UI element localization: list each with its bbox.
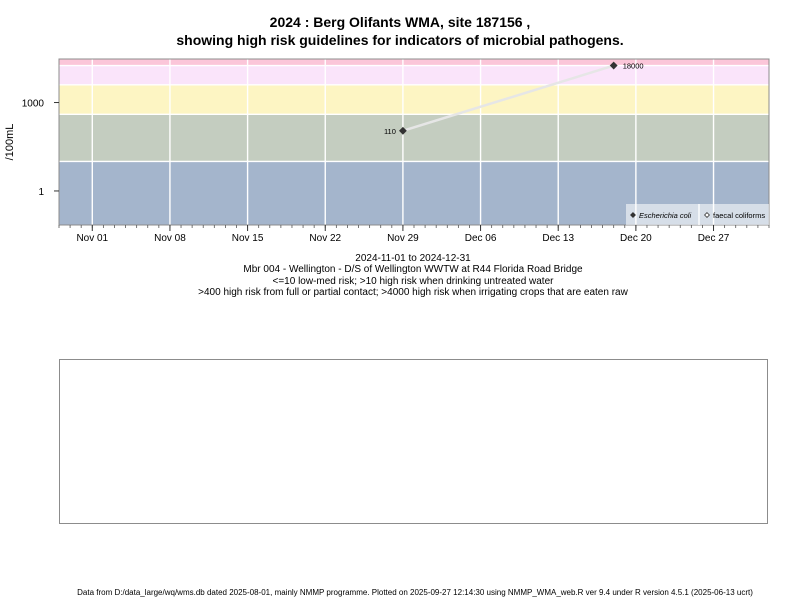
x-tick-label: Nov 29 xyxy=(387,233,419,244)
empty-plot-panel xyxy=(59,359,768,524)
legend: Escherichia coli faecal coliforms xyxy=(626,204,769,225)
x-tick-label: Dec 13 xyxy=(542,233,574,244)
legend-entry-0: Escherichia coli xyxy=(639,211,691,220)
legend-entry-1: faecal coliforms xyxy=(713,211,765,220)
x-tick-label: Dec 20 xyxy=(620,233,652,244)
risk-band-1 xyxy=(59,114,769,161)
guideline-contact-irrigation: >400 high risk from full or partial cont… xyxy=(0,287,800,299)
risk-band-4 xyxy=(59,59,769,66)
site-description: Mbr 004 - Wellington - D/S of Wellington… xyxy=(0,264,800,276)
x-tick-label: Nov 15 xyxy=(232,233,264,244)
y-axis-label: /100mL xyxy=(4,124,16,161)
y-axis: 1 1000 xyxy=(22,99,59,198)
x-tick-label: Dec 06 xyxy=(465,233,497,244)
x-tick-label: Nov 22 xyxy=(309,233,341,244)
data-label: 110 xyxy=(384,127,396,136)
x-tick-label: Dec 27 xyxy=(698,233,730,244)
y-tick-label: 1 xyxy=(38,187,44,198)
x-tick-label: Nov 01 xyxy=(76,233,108,244)
y-tick-label: 1000 xyxy=(22,99,45,110)
footer-note: Data from D:/data_large/wq/wms.db dated … xyxy=(0,588,800,598)
risk-band-2 xyxy=(59,85,769,114)
data-label: 18000 xyxy=(623,62,644,71)
risk-bands xyxy=(59,59,769,225)
x-tick-label: Nov 08 xyxy=(154,233,186,244)
x-axis: Nov 01 Nov 08 Nov 15 Nov 22 Nov 29 Dec 06 Dec … xyxy=(59,225,769,244)
risk-band-3 xyxy=(59,66,769,85)
